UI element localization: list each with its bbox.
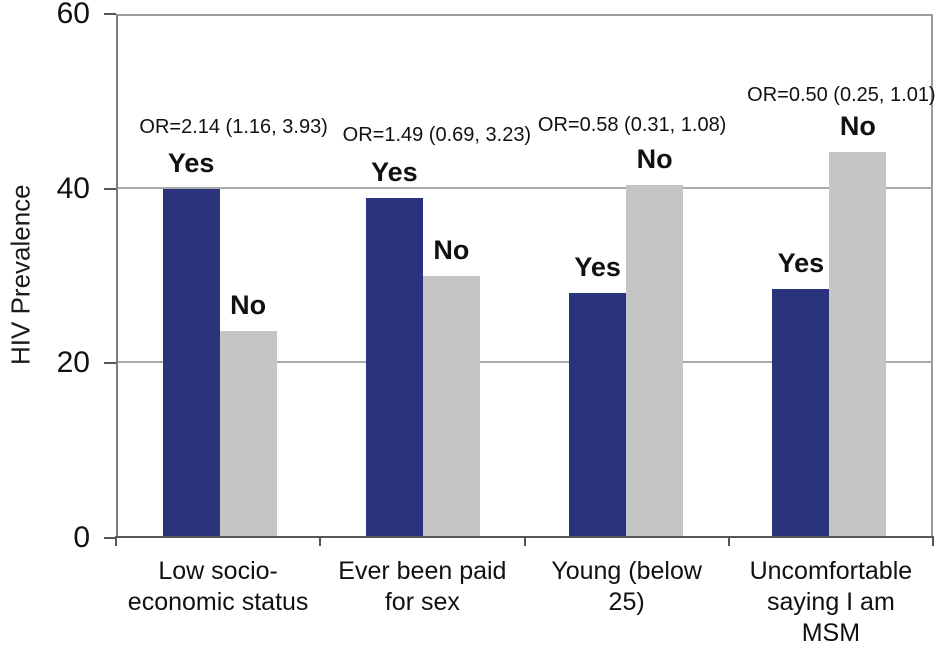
category-label: Young (below 25) — [551, 557, 702, 616]
x-tick-mark — [932, 536, 934, 546]
or-annotation: OR=0.58 (0.31, 1.08) — [537, 114, 727, 136]
gridline — [118, 187, 931, 190]
bar-label: Yes — [371, 157, 418, 187]
bar-column: Yes — [365, 16, 423, 536]
y-tick-label: 0 — [73, 521, 90, 554]
y-tick-mark — [104, 537, 116, 539]
bar-label: Yes — [574, 252, 621, 283]
bar-yes — [569, 293, 627, 536]
bar-label: Yes — [167, 148, 215, 179]
bar-column: No — [829, 16, 887, 536]
bar-label: No — [433, 235, 470, 265]
bar-column: Yes — [569, 16, 627, 536]
x-tick-mark — [319, 536, 322, 546]
bar-label: Yes — [777, 248, 825, 278]
bar-group: OR=1.49 (0.69, 3.23) Yes No — [321, 16, 531, 536]
x-tick-mark — [115, 536, 117, 546]
y-tick-label: 20 — [56, 346, 90, 380]
bar-column: No — [626, 16, 684, 536]
x-axis — [115, 536, 934, 548]
bar-no — [422, 276, 480, 536]
or-annotation: OR=1.49 (0.69, 3.23) — [342, 124, 532, 146]
category-label: Ever been paid for sex — [338, 557, 507, 616]
category-label: Uncomfortable saying I am MSM — [749, 557, 913, 647]
bar-no — [626, 185, 684, 536]
bar-yes — [162, 189, 220, 536]
y-tick-label: 40 — [56, 171, 90, 205]
y-tick-mark — [104, 362, 116, 365]
bar-label: No — [230, 289, 267, 320]
bar-column: Yes — [162, 16, 220, 536]
y-axis: 0 20 40 60 — [0, 0, 116, 554]
plot-area: OR=2.14 (1.16, 3.93) Yes No OR=1.49 (0.69, … — [116, 14, 936, 538]
y-tick-mark — [104, 13, 116, 15]
or-annotation: OR=0.50 (0.25, 1.01) — [747, 84, 936, 106]
bar-label: No — [636, 144, 673, 174]
bar-yes — [772, 289, 830, 536]
category-labels: Low socio- economic status Ever been paid… — [116, 556, 933, 649]
bar-group: OR=0.58 (0.31, 1.08) Yes No — [525, 16, 728, 536]
bar-column: No — [422, 16, 480, 536]
bar-column: Yes — [772, 16, 830, 536]
bar-group: OR=2.14 (1.16, 3.93) Yes No — [118, 16, 328, 536]
x-tick-mark — [523, 536, 526, 546]
bar-yes — [365, 198, 423, 536]
bar-no — [219, 330, 277, 536]
or-annotation: OR=2.14 (1.16, 3.93) — [139, 116, 328, 138]
bar-group: OR=0.50 (0.25, 1.01) Yes No — [728, 16, 936, 536]
y-tick-mark — [104, 187, 116, 190]
bar-column: No — [219, 16, 277, 536]
bar-label: No — [839, 111, 876, 142]
bar-groups: OR=2.14 (1.16, 3.93) Yes No OR=1.49 (0.69, … — [118, 16, 936, 536]
x-tick-mark — [727, 536, 730, 546]
y-tick-label: 60 — [56, 0, 90, 30]
bar-no — [829, 152, 887, 536]
gridline — [118, 360, 931, 363]
category-label: Low socio- economic status — [127, 557, 309, 616]
